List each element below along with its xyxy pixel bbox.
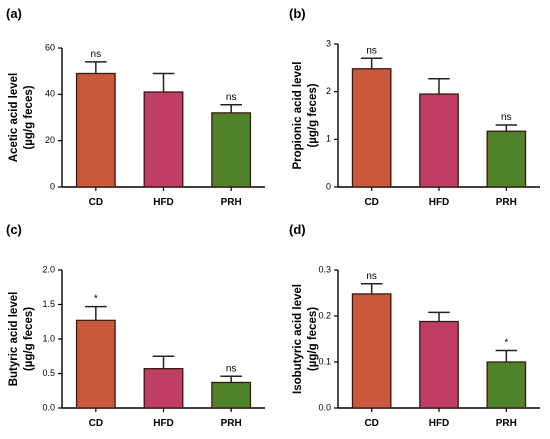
y-tick-label: 0.5 bbox=[42, 368, 55, 378]
panel-label: (c) bbox=[6, 222, 22, 237]
y-tick-label: 1 bbox=[326, 134, 331, 144]
x-tick-label: CD bbox=[364, 418, 378, 429]
significance-label: ns bbox=[501, 112, 512, 123]
x-tick-label: CD bbox=[89, 197, 103, 208]
y-tick-label: 20 bbox=[45, 135, 55, 145]
x-tick-label: PRH bbox=[496, 197, 517, 208]
panel-label: (d) bbox=[289, 222, 306, 237]
y-axis-title: (µg/g feces) bbox=[307, 307, 319, 371]
x-tick-label: HFD bbox=[153, 197, 174, 208]
significance-label: ns bbox=[226, 363, 237, 374]
y-tick-label: 1.0 bbox=[42, 333, 55, 343]
y-tick-label: 60 bbox=[45, 42, 55, 52]
y-axis-title: Butyric acid level bbox=[8, 292, 20, 387]
bar-prh bbox=[211, 112, 252, 188]
x-tick-label: PRH bbox=[221, 418, 242, 429]
significance-label: ns bbox=[366, 271, 377, 282]
y-tick-label: 0 bbox=[50, 181, 55, 191]
bar-cd bbox=[75, 319, 116, 409]
y-tick-label: 0.3 bbox=[318, 264, 331, 274]
bar-cd bbox=[351, 293, 392, 409]
y-axis-title: Acetic acid level bbox=[8, 73, 20, 163]
y-tick-label: 0 bbox=[326, 181, 331, 191]
panel-label: (b) bbox=[289, 6, 306, 21]
y-tick-label: 2.0 bbox=[42, 264, 55, 274]
bar-hfd bbox=[143, 368, 184, 409]
significance-label: ns bbox=[226, 92, 237, 103]
bar-hfd bbox=[419, 93, 459, 188]
y-tick-label: 3 bbox=[326, 38, 331, 48]
significance-label: * bbox=[504, 338, 508, 349]
y-axis-title: (µg/g feces) bbox=[307, 83, 319, 147]
y-tick-label: 0.2 bbox=[318, 310, 331, 320]
bar-hfd bbox=[419, 320, 459, 409]
x-tick-label: HFD bbox=[153, 418, 174, 429]
x-tick-label: CD bbox=[364, 197, 378, 208]
x-tick-label: CD bbox=[89, 418, 103, 429]
significance-label: * bbox=[94, 294, 98, 305]
y-tick-label: 0.1 bbox=[318, 356, 331, 366]
x-tick-label: PRH bbox=[221, 197, 242, 208]
bar-prh bbox=[486, 130, 527, 188]
y-axis-title: (µg/g feces) bbox=[23, 85, 35, 149]
y-tick-label: 2 bbox=[326, 86, 331, 96]
y-tick-label: 0.0 bbox=[42, 402, 55, 412]
y-tick-label: 0.0 bbox=[318, 402, 331, 412]
panel-c: (c) Butyric acid level (µg/g feces) 0.0 0.5 1… bbox=[6, 222, 265, 429]
significance-label: ns bbox=[91, 49, 102, 60]
y-axis-title: Isobutyric acid level bbox=[292, 284, 304, 394]
y-tick-label: 1.5 bbox=[42, 299, 55, 309]
bar-prh bbox=[211, 381, 252, 409]
bar-hfd bbox=[143, 91, 184, 188]
bar-cd bbox=[351, 68, 392, 188]
x-tick-label: HFD bbox=[429, 197, 450, 208]
panel-b: (b) Propionic acid level (µg/g feces) 0 1 2 3 C… bbox=[289, 6, 540, 208]
y-axis-title: (µg/g feces) bbox=[23, 307, 35, 371]
x-tick-label: HFD bbox=[429, 418, 450, 429]
bar-cd bbox=[75, 72, 116, 188]
panel-a: (a) Acetic acid level (µg/g feces) 0 20 40 60 C… bbox=[6, 6, 265, 208]
significance-label: ns bbox=[366, 45, 377, 56]
panel-label: (a) bbox=[6, 6, 22, 21]
panel-d: (d) Isobutyric acid level (µg/g feces) 0.0 0… bbox=[289, 222, 540, 429]
x-tick-label: PRH bbox=[496, 418, 517, 429]
bar-prh bbox=[486, 361, 527, 409]
y-axis-title: Propionic acid level bbox=[292, 61, 304, 169]
y-tick-label: 40 bbox=[45, 89, 55, 99]
